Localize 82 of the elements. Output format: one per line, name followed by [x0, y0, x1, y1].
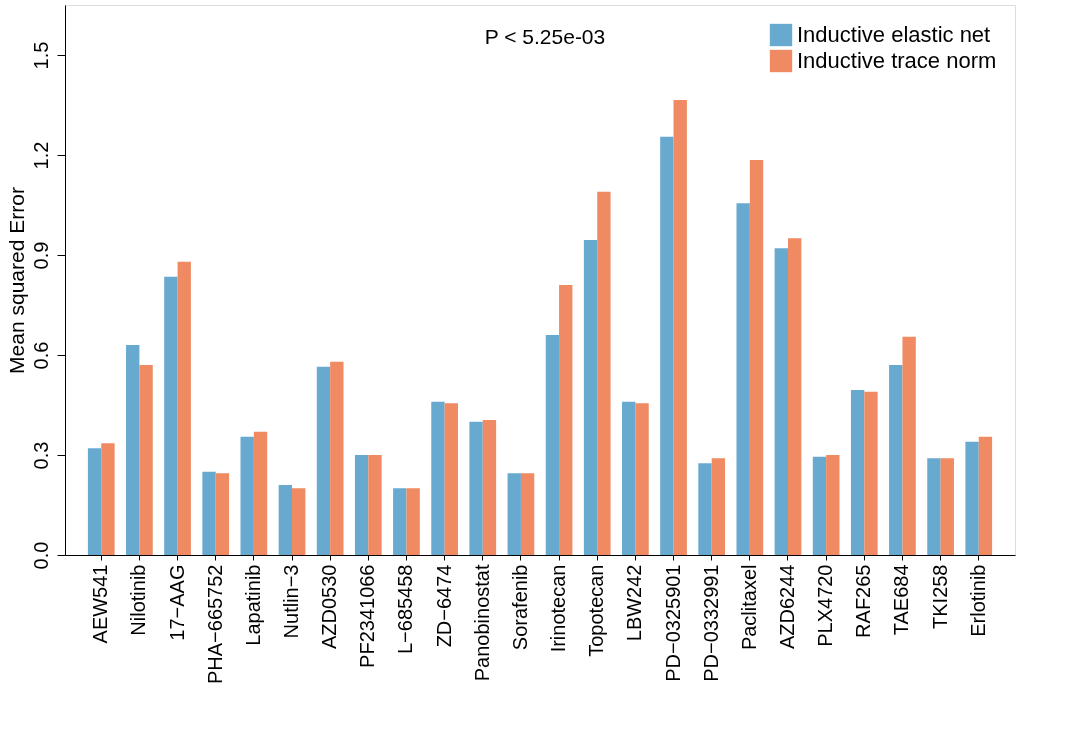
bar: [826, 455, 840, 555]
x-tick-label: PLX4720: [814, 564, 837, 647]
x-tick-label: PHA−665752: [203, 564, 226, 685]
bar: [139, 365, 153, 555]
bar: [673, 100, 687, 555]
bar: [406, 488, 420, 555]
y-tick-label: 1.5: [29, 41, 52, 70]
y-tick-label: 0.9: [29, 241, 52, 270]
bar: [660, 136, 674, 555]
x-tick-label: PF2341066: [356, 564, 379, 668]
bar: [330, 361, 344, 555]
bar: [215, 473, 230, 555]
bar: [368, 455, 382, 555]
bar: [393, 488, 407, 555]
x-tick-label: Lapatinib: [241, 564, 264, 646]
x-tick-label: AZD6244: [775, 564, 798, 649]
bar: [864, 391, 878, 555]
x-tick-label: Paclitaxel: [737, 564, 760, 651]
bar: [316, 366, 331, 555]
annotation: P < 5.25e-03: [484, 25, 606, 48]
x-tick-label: PD−0325901: [661, 564, 684, 682]
y-tick-label: 0.0: [29, 541, 52, 570]
x-tick-label: Sorafenib: [508, 564, 531, 651]
bar: [812, 456, 827, 555]
bar: [469, 421, 483, 555]
bar: [87, 448, 102, 555]
x-tick-label: Erlotinib: [966, 564, 989, 637]
x-tick-label: Nutlin−3: [280, 564, 303, 639]
x-tick-label: Irinotecan: [547, 564, 570, 653]
bar: [202, 471, 216, 555]
x-tick-label: TKI258: [928, 564, 951, 629]
bar: [787, 238, 802, 555]
x-tick-label: RAF265: [852, 564, 875, 638]
x-tick-label: AZD0530: [318, 564, 341, 649]
legend-label: Inductive trace norm: [797, 48, 997, 73]
x-tick-label: TAE684: [890, 564, 913, 636]
bar: [559, 285, 573, 555]
bar: [965, 441, 979, 555]
bar: [482, 420, 497, 555]
bar: [545, 335, 560, 555]
x-tick-label: Nilotinib: [127, 564, 150, 636]
x-tick-label: AEW541: [89, 564, 112, 644]
bar: [902, 336, 916, 555]
y-axis-title: Mean squared Error: [4, 187, 28, 374]
bar: [889, 365, 903, 555]
bar: [597, 191, 611, 555]
bar: [444, 403, 458, 555]
bar: [698, 463, 712, 555]
bar: [927, 458, 941, 555]
x-tick-label: Topotecan: [585, 564, 608, 657]
bar: [622, 401, 636, 555]
y-tick-label: 1.2: [29, 141, 52, 170]
bar: [101, 443, 115, 555]
bar: [278, 485, 293, 555]
x-tick-label: L−685458: [394, 564, 417, 655]
x-tick-label: ZD−6474: [432, 564, 455, 648]
y-tick-label: 0.3: [29, 441, 52, 470]
y-tick-label: 0.6: [29, 341, 52, 370]
x-tick-label: PD−0332991: [699, 564, 722, 682]
bar: [978, 436, 993, 555]
x-tick-label: 17−AAG: [165, 564, 188, 641]
bar: [736, 203, 750, 555]
bar: [774, 248, 788, 555]
bar: [431, 401, 445, 555]
legend-label: Inductive elastic net: [797, 22, 991, 47]
bar: [635, 403, 649, 555]
bar: [583, 240, 598, 555]
bar: [164, 276, 178, 555]
bar: [850, 390, 865, 555]
bar: [240, 436, 254, 555]
bar: [253, 431, 268, 555]
bar: [354, 455, 369, 555]
bar: [940, 458, 954, 555]
bar: [711, 458, 726, 555]
bar: [177, 261, 191, 555]
bar: [507, 473, 521, 555]
bar: [520, 473, 535, 555]
x-tick-label: Panobinostat: [470, 564, 493, 682]
bar: [126, 345, 140, 555]
bar: [292, 488, 306, 555]
x-tick-label: LBW242: [623, 564, 646, 642]
bar: [749, 160, 764, 555]
